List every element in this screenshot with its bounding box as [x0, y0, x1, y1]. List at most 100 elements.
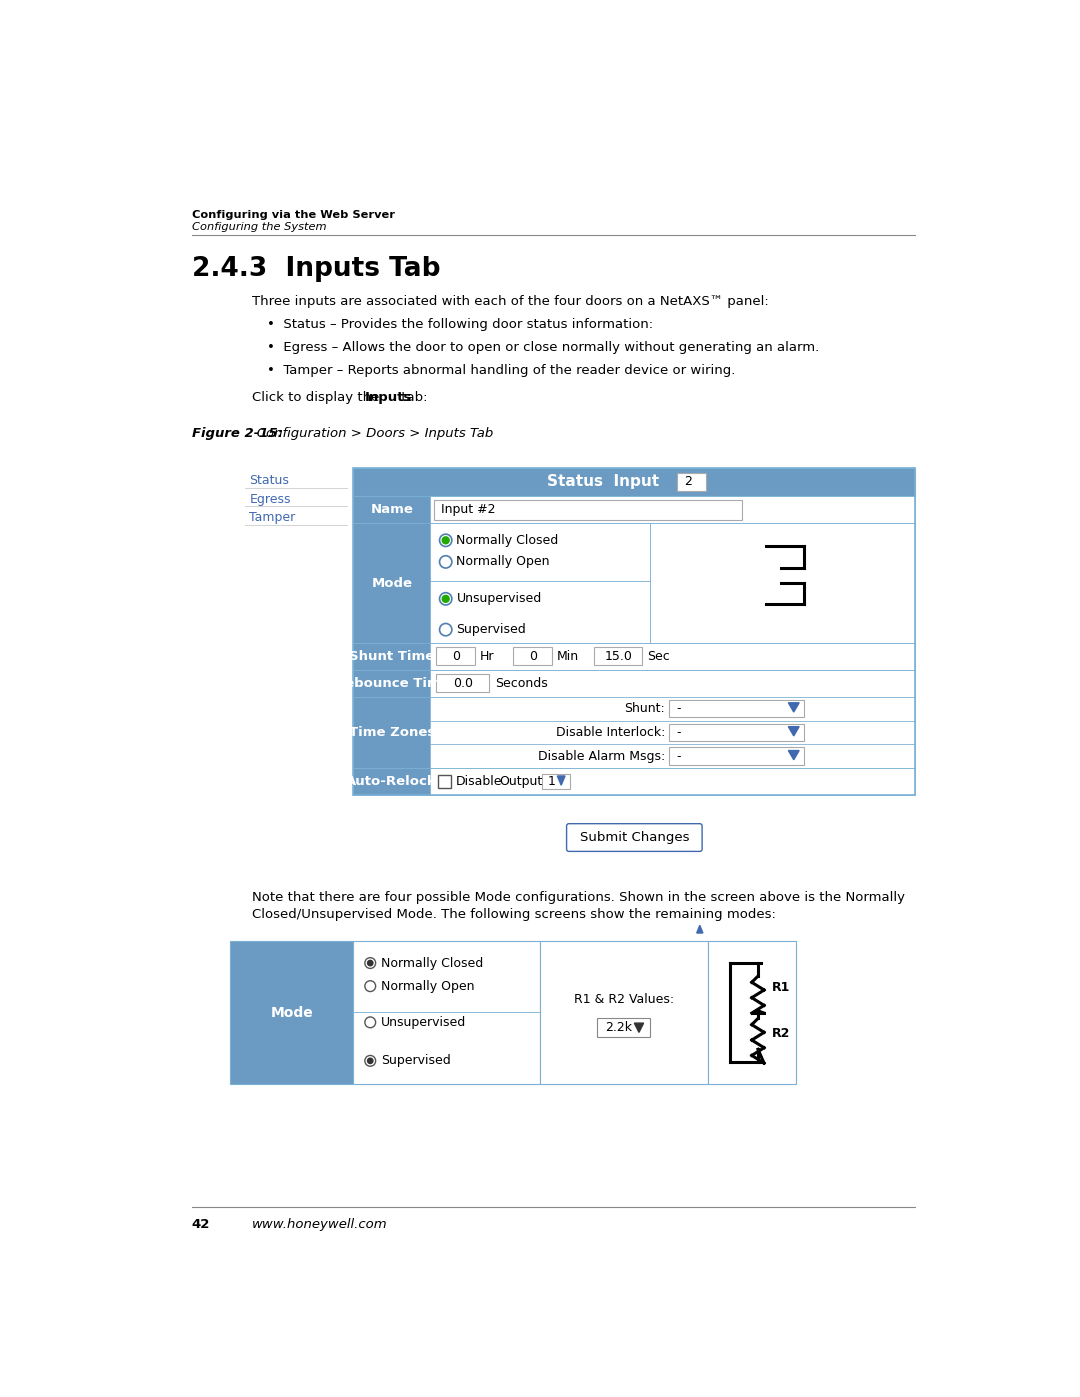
Text: Auto-Relock: Auto-Relock: [347, 775, 437, 788]
Text: Three inputs are associated with each of the four doors on a NetAXS™ panel:: Three inputs are associated with each of…: [252, 295, 768, 307]
FancyBboxPatch shape: [353, 524, 430, 643]
Text: Note that there are four possible Mode configurations. Shown in the screen above: Note that there are four possible Mode c…: [252, 891, 905, 904]
Text: R1: R1: [772, 981, 791, 995]
FancyBboxPatch shape: [436, 647, 475, 665]
Polygon shape: [697, 925, 703, 933]
FancyBboxPatch shape: [353, 643, 430, 669]
FancyBboxPatch shape: [430, 745, 916, 768]
FancyBboxPatch shape: [597, 1018, 650, 1037]
Text: Normally Closed: Normally Closed: [381, 957, 483, 970]
Polygon shape: [788, 703, 799, 712]
FancyBboxPatch shape: [569, 826, 700, 849]
FancyBboxPatch shape: [353, 942, 540, 1084]
FancyBboxPatch shape: [434, 500, 742, 520]
Text: www.honeywell.com: www.honeywell.com: [252, 1218, 388, 1231]
FancyBboxPatch shape: [430, 697, 916, 721]
FancyBboxPatch shape: [430, 768, 916, 795]
Polygon shape: [557, 775, 565, 785]
FancyBboxPatch shape: [513, 647, 552, 665]
Circle shape: [442, 595, 449, 602]
Text: Mode: Mode: [270, 1006, 313, 1020]
Text: 42: 42: [191, 1218, 210, 1231]
Text: R2: R2: [772, 1027, 791, 1041]
FancyBboxPatch shape: [230, 942, 353, 1084]
Text: Disable Interlock:: Disable Interlock:: [556, 726, 665, 739]
FancyBboxPatch shape: [430, 643, 916, 669]
Text: Egress: Egress: [249, 493, 291, 506]
FancyBboxPatch shape: [353, 496, 430, 524]
FancyBboxPatch shape: [669, 747, 804, 766]
FancyBboxPatch shape: [567, 824, 702, 851]
Text: Supervised: Supervised: [381, 1055, 450, 1067]
Text: -: -: [677, 703, 681, 715]
Text: 2.2k: 2.2k: [605, 1021, 632, 1034]
Text: Unsupervised: Unsupervised: [381, 1016, 467, 1028]
Circle shape: [367, 960, 373, 965]
Text: Inputs: Inputs: [365, 391, 413, 404]
Text: Sec: Sec: [647, 650, 670, 662]
Text: tab:: tab:: [397, 391, 428, 404]
Text: 2: 2: [685, 475, 692, 489]
FancyBboxPatch shape: [707, 942, 796, 1084]
Text: Input #2: Input #2: [441, 503, 496, 515]
Text: 0: 0: [451, 650, 460, 662]
Text: Disable: Disable: [456, 775, 502, 788]
Text: Shunt Time: Shunt Time: [349, 650, 434, 662]
FancyBboxPatch shape: [540, 942, 707, 1084]
FancyBboxPatch shape: [353, 468, 916, 496]
Text: Normally Open: Normally Open: [381, 979, 474, 993]
Text: Configuring via the Web Server: Configuring via the Web Server: [191, 210, 394, 219]
Text: 0: 0: [529, 650, 537, 662]
Text: Tamper: Tamper: [249, 511, 296, 524]
Text: -: -: [677, 726, 681, 739]
FancyBboxPatch shape: [353, 697, 430, 768]
Polygon shape: [634, 1023, 644, 1032]
FancyBboxPatch shape: [669, 700, 804, 718]
Text: Normally Open: Normally Open: [457, 556, 550, 569]
Text: Output: Output: [499, 775, 542, 788]
Text: Configuration > Doors > Inputs Tab: Configuration > Doors > Inputs Tab: [244, 427, 494, 440]
Text: -: -: [677, 750, 681, 763]
Text: 2.4.3  Inputs Tab: 2.4.3 Inputs Tab: [191, 256, 441, 282]
Text: 15.0: 15.0: [604, 650, 632, 662]
Text: Disable Alarm Msgs:: Disable Alarm Msgs:: [538, 750, 665, 763]
Circle shape: [367, 1058, 373, 1063]
Text: •  Tamper – Reports abnormal handling of the reader device or wiring.: • Tamper – Reports abnormal handling of …: [267, 365, 735, 377]
Text: Status: Status: [249, 474, 289, 488]
Text: Supervised: Supervised: [457, 623, 526, 636]
FancyBboxPatch shape: [542, 774, 569, 789]
Polygon shape: [788, 750, 799, 760]
Text: Seconds: Seconds: [495, 676, 548, 690]
FancyBboxPatch shape: [353, 768, 430, 795]
Text: Unsupervised: Unsupervised: [457, 592, 542, 605]
Text: Hr: Hr: [480, 650, 494, 662]
FancyBboxPatch shape: [669, 724, 804, 742]
FancyBboxPatch shape: [650, 524, 916, 643]
FancyBboxPatch shape: [430, 721, 916, 745]
FancyBboxPatch shape: [594, 647, 642, 665]
Text: 1: 1: [549, 775, 556, 788]
Text: Time Zones: Time Zones: [349, 726, 435, 739]
Text: Min: Min: [556, 650, 579, 662]
Text: Name: Name: [370, 503, 414, 515]
Text: Figure 2-15:: Figure 2-15:: [191, 427, 283, 440]
Text: Closed/Unsupervised Mode. The following screens show the remaining modes:: Closed/Unsupervised Mode. The following …: [252, 908, 775, 922]
FancyBboxPatch shape: [430, 669, 916, 697]
FancyBboxPatch shape: [430, 496, 916, 524]
Text: Configuring the System: Configuring the System: [191, 222, 326, 232]
Polygon shape: [788, 726, 799, 736]
Text: Mode: Mode: [372, 577, 413, 590]
Text: Debounce Time: Debounce Time: [334, 676, 449, 690]
Circle shape: [442, 536, 449, 543]
Text: Shunt:: Shunt:: [624, 703, 665, 715]
Text: 0.0: 0.0: [453, 676, 473, 690]
Text: Normally Closed: Normally Closed: [457, 534, 558, 546]
FancyBboxPatch shape: [353, 669, 430, 697]
Text: Click to display the: Click to display the: [252, 391, 383, 404]
Text: R1 & R2 Values:: R1 & R2 Values:: [573, 993, 674, 1006]
FancyBboxPatch shape: [677, 472, 706, 490]
Text: Status  Input: Status Input: [548, 475, 660, 489]
Text: Submit Changes: Submit Changes: [580, 831, 689, 844]
FancyBboxPatch shape: [430, 524, 650, 643]
Text: •  Egress – Allows the door to open or close normally without generating an alar: • Egress – Allows the door to open or cl…: [267, 341, 820, 353]
